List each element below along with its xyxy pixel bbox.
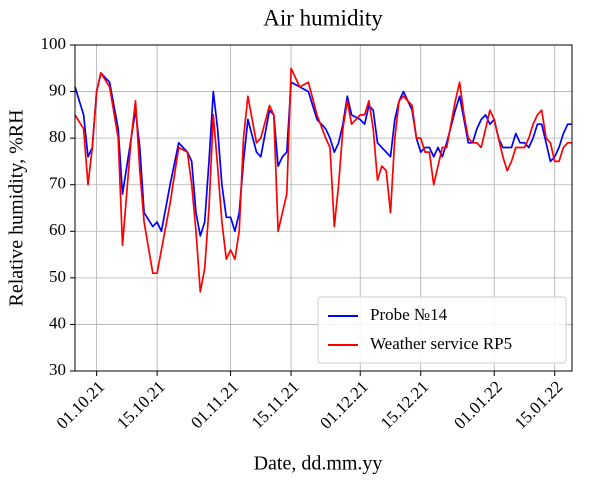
- chart-title: Air humidity: [263, 5, 383, 30]
- y-tick-label: 100: [41, 34, 67, 53]
- y-axis-label: Relative humidity, %RH: [6, 109, 28, 306]
- x-tick-label: 15.12.21: [377, 377, 433, 433]
- y-tick-label: 70: [49, 174, 66, 193]
- plot-frame: [74, 44, 573, 372]
- data-line: [74, 67, 572, 293]
- y-tick-label: 30: [49, 360, 66, 379]
- x-tick-label: 01.01.22: [450, 377, 506, 433]
- legend-label: Weather service RP5: [370, 334, 512, 353]
- data-line: [74, 72, 572, 237]
- legend-label: Probe №14: [370, 305, 448, 324]
- legend-box: [317, 296, 567, 364]
- x-tick-label: 01.10.21: [53, 377, 109, 433]
- x-tick-label: 15.10.21: [113, 377, 169, 433]
- y-tick-label: 80: [49, 127, 66, 146]
- x-axis-label: Date, dd.mm.yy: [254, 453, 383, 475]
- y-tick-label: 90: [49, 80, 66, 99]
- x-tick-label: 01.12.21: [316, 377, 372, 433]
- y-tick-label: 50: [49, 267, 66, 286]
- x-tick-label: 15.11.21: [248, 377, 303, 432]
- x-tick-label: 01.11.21: [187, 377, 242, 432]
- y-tick-label: 60: [49, 220, 66, 239]
- y-tick-label: 40: [49, 313, 66, 332]
- legend: Probe №14 Weather service RP5: [317, 296, 567, 364]
- x-tick-label: 15.01.22: [511, 377, 567, 433]
